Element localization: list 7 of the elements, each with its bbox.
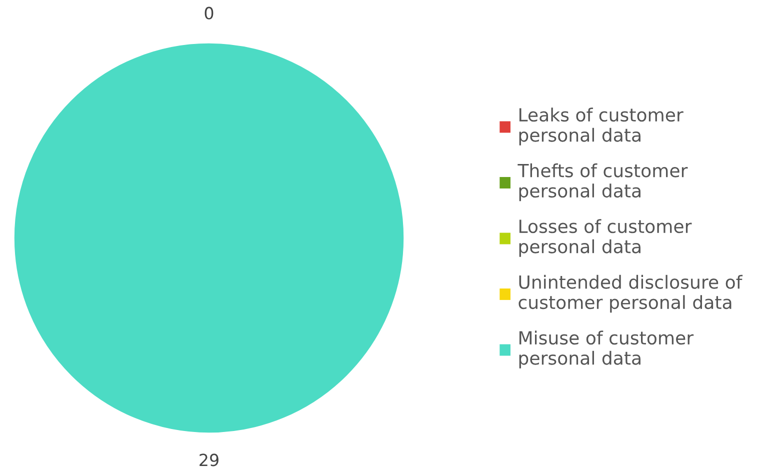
text: 0 [204,6,214,20]
legend-label: Misuse of customer personal data [519,330,694,368]
legend-label: Losses of customer personal data [519,219,692,257]
data-label: 29 [200,454,218,466]
legend-label: Leaks of customer personal data [519,108,684,146]
legend-label: Unintended disclosure of customer personal data [518,274,743,313]
legend-label: Thefts of customer personal data [518,163,688,202]
